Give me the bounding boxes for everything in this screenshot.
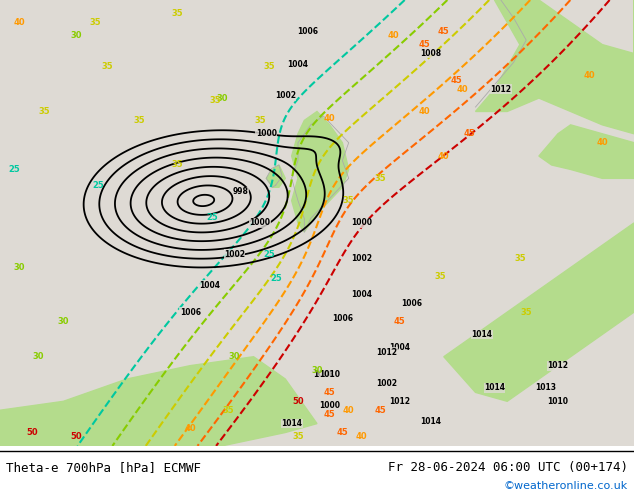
Text: 30: 30: [70, 31, 82, 40]
Text: 35: 35: [89, 18, 101, 27]
Text: 1000: 1000: [319, 401, 340, 410]
Text: 45: 45: [463, 129, 475, 138]
Text: 1013: 1013: [534, 384, 556, 392]
Text: 30: 30: [216, 94, 228, 102]
Text: 35: 35: [134, 116, 145, 125]
Text: ©weatheronline.co.uk: ©weatheronline.co.uk: [503, 481, 628, 490]
Text: 1002: 1002: [351, 254, 372, 263]
Text: 45: 45: [324, 410, 335, 419]
Text: 35: 35: [254, 116, 266, 125]
Text: 1006: 1006: [401, 299, 423, 308]
Text: 40: 40: [457, 85, 469, 94]
Text: 40: 40: [13, 18, 25, 27]
Polygon shape: [539, 125, 634, 178]
Text: 45: 45: [394, 317, 405, 325]
Text: 1004: 1004: [287, 60, 309, 69]
Text: Theta-e 700hPa [hPa] ECMWF: Theta-e 700hPa [hPa] ECMWF: [6, 461, 202, 473]
Text: 1014: 1014: [420, 417, 442, 426]
Text: 1000: 1000: [256, 129, 277, 138]
Polygon shape: [0, 357, 317, 446]
Text: 40: 40: [419, 107, 430, 116]
Text: 1014: 1014: [471, 330, 493, 339]
Text: 1008: 1008: [313, 370, 334, 379]
Text: 45: 45: [324, 388, 335, 397]
Text: 45: 45: [337, 428, 348, 437]
Text: 30: 30: [58, 317, 69, 325]
Text: 1000: 1000: [249, 219, 271, 227]
Text: 1002: 1002: [224, 250, 245, 259]
Text: 35: 35: [435, 272, 446, 281]
Text: 1002: 1002: [376, 379, 398, 388]
Text: 40: 40: [387, 31, 399, 40]
Polygon shape: [476, 0, 634, 134]
Text: 35: 35: [292, 433, 304, 441]
Text: 1012: 1012: [389, 397, 410, 406]
Text: 1012: 1012: [547, 361, 569, 370]
Text: 35: 35: [264, 62, 275, 72]
Text: 1006: 1006: [332, 314, 353, 323]
Text: 1014: 1014: [281, 419, 302, 428]
Text: 30: 30: [32, 352, 44, 361]
Text: 1004: 1004: [389, 343, 410, 352]
Text: 40: 40: [597, 138, 608, 147]
Text: 35: 35: [172, 9, 183, 18]
Text: 998: 998: [233, 187, 249, 196]
Text: 1006: 1006: [179, 308, 201, 317]
Text: 50: 50: [70, 433, 82, 441]
Text: 35: 35: [223, 406, 234, 415]
Text: 35: 35: [514, 254, 526, 263]
Text: 40: 40: [324, 114, 335, 122]
Text: 25: 25: [93, 180, 104, 190]
Text: 50: 50: [26, 428, 37, 437]
Text: 1008: 1008: [420, 49, 442, 58]
Text: 1010: 1010: [547, 397, 569, 406]
Text: 50: 50: [292, 397, 304, 406]
Text: 30: 30: [229, 352, 240, 361]
Text: Fr 28-06-2024 06:00 UTC (00+174): Fr 28-06-2024 06:00 UTC (00+174): [387, 461, 628, 473]
Text: 1014: 1014: [484, 384, 505, 392]
Text: 40: 40: [184, 423, 196, 433]
Polygon shape: [444, 223, 634, 401]
Text: 30: 30: [13, 263, 25, 272]
Text: 40: 40: [584, 72, 595, 80]
Text: 35: 35: [172, 161, 183, 170]
Text: 40: 40: [438, 151, 450, 161]
Polygon shape: [266, 165, 285, 187]
Text: 1012: 1012: [376, 348, 398, 357]
Text: 45: 45: [419, 40, 430, 49]
Text: 25: 25: [270, 274, 281, 283]
Text: 25: 25: [207, 213, 218, 222]
Text: 1004: 1004: [351, 290, 372, 299]
Text: 1010: 1010: [319, 370, 340, 379]
Text: 35: 35: [39, 107, 50, 116]
Text: 25: 25: [264, 250, 275, 259]
Text: 45: 45: [375, 406, 386, 415]
Text: 1000: 1000: [351, 219, 372, 227]
Text: 45: 45: [438, 27, 450, 36]
Text: 40: 40: [343, 406, 354, 415]
Text: 35: 35: [521, 308, 532, 317]
Text: 35: 35: [343, 196, 354, 205]
Text: 40: 40: [356, 433, 367, 441]
Text: 30: 30: [311, 366, 323, 374]
Text: 1006: 1006: [297, 27, 318, 36]
Text: 35: 35: [375, 174, 386, 183]
Text: 35: 35: [102, 62, 113, 72]
Polygon shape: [292, 112, 349, 232]
Text: 1004: 1004: [198, 281, 220, 290]
Text: 35: 35: [210, 96, 221, 105]
Text: 1012: 1012: [490, 85, 512, 94]
Text: 45: 45: [451, 76, 462, 85]
Text: 25: 25: [8, 165, 20, 174]
Text: 1002: 1002: [275, 91, 296, 100]
